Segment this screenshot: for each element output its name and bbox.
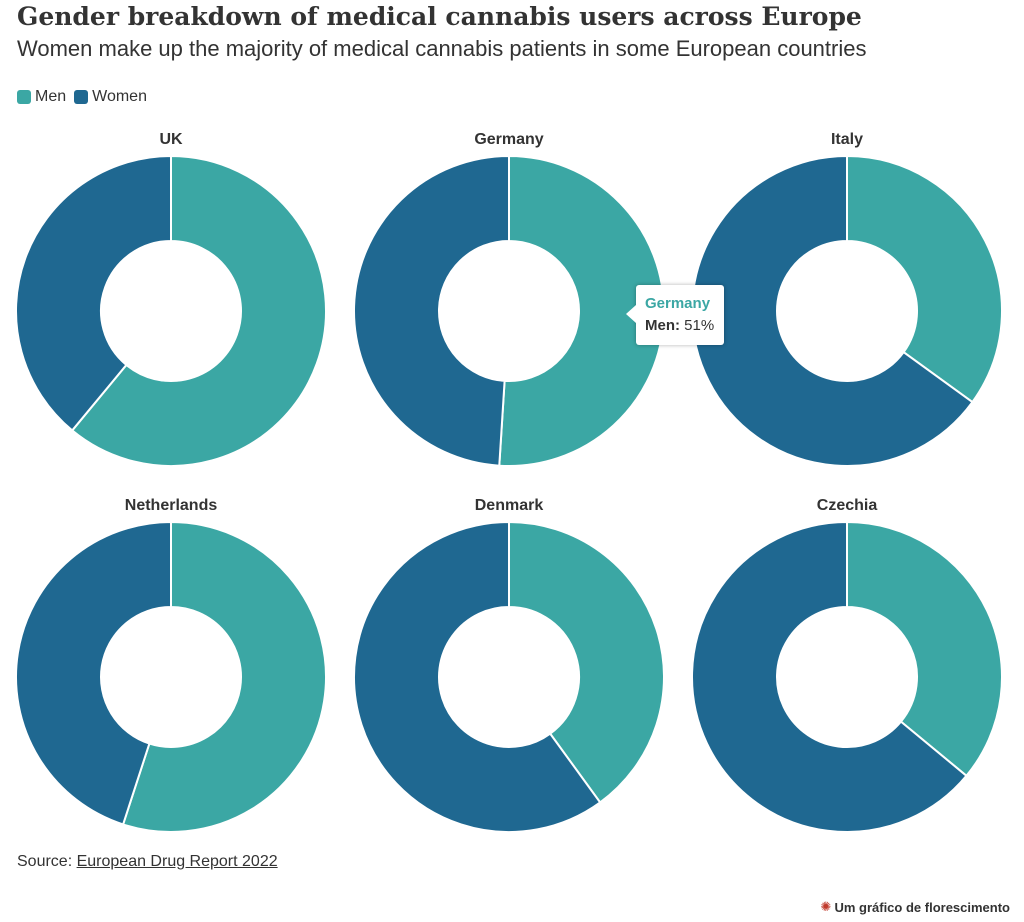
slice-women-germany[interactable]	[353, 154, 510, 467]
slice-men-italy[interactable]	[846, 154, 1003, 404]
credit-text: Um gráfico de florescimento	[834, 899, 1010, 915]
legend-label-women: Women	[92, 88, 147, 105]
legend-swatch-men	[17, 90, 31, 104]
slice-men-denmark[interactable]	[508, 520, 665, 804]
credit[interactable]: ✺ Um gráfico de florescimento	[821, 899, 1010, 915]
source-note: Source: European Drug Report 2022	[17, 853, 278, 871]
chart-subtitle: Women make up the majority of medical ca…	[17, 36, 867, 61]
tooltip-label: Men:	[645, 317, 680, 334]
donut-germany	[353, 154, 665, 467]
donut-italy	[691, 154, 1003, 467]
legend-label-men: Men	[35, 88, 67, 105]
donut-czechia	[691, 520, 1003, 833]
donut-denmark	[353, 520, 665, 833]
legend: Men Women	[17, 86, 155, 108]
panel-title-netherlands: Netherlands	[124, 497, 218, 514]
slice-women-netherlands[interactable]	[15, 520, 172, 826]
slice-women-italy[interactable]	[691, 154, 974, 467]
panel-title-uk: UK	[159, 131, 183, 148]
slice-men-netherlands[interactable]	[121, 520, 327, 833]
panel-title-czechia: Czechia	[816, 497, 878, 514]
slice-women-czechia[interactable]	[691, 520, 968, 833]
tooltip-title: Germany	[645, 295, 711, 312]
legend-item-men[interactable]: Men	[17, 88, 66, 106]
slice-men-uk[interactable]	[70, 154, 327, 467]
panel-title-germany: Germany	[474, 131, 544, 148]
slice-men-germany[interactable]	[498, 154, 665, 467]
source-prefix: Source:	[17, 853, 73, 870]
flourish-logo-icon: ✺	[820, 899, 832, 914]
legend-item-women[interactable]: Women	[74, 88, 147, 106]
donut-uk	[15, 154, 327, 467]
legend-swatch-women	[74, 90, 89, 104]
source-link[interactable]: European Drug Report 2022	[76, 853, 278, 870]
slice-women-denmark[interactable]	[353, 520, 602, 833]
donut-netherlands	[15, 520, 327, 833]
tooltip-value: 51%	[684, 317, 715, 334]
slice-women-uk[interactable]	[15, 154, 172, 432]
panel-title-italy: Italy	[830, 131, 863, 148]
chart-title: Gender breakdown of medical cannabis use…	[17, 2, 862, 31]
slice-men-czechia[interactable]	[846, 520, 1003, 778]
panel-title-denmark: Denmark	[474, 497, 544, 514]
tooltip: Germany Men: 51%	[625, 285, 725, 345]
